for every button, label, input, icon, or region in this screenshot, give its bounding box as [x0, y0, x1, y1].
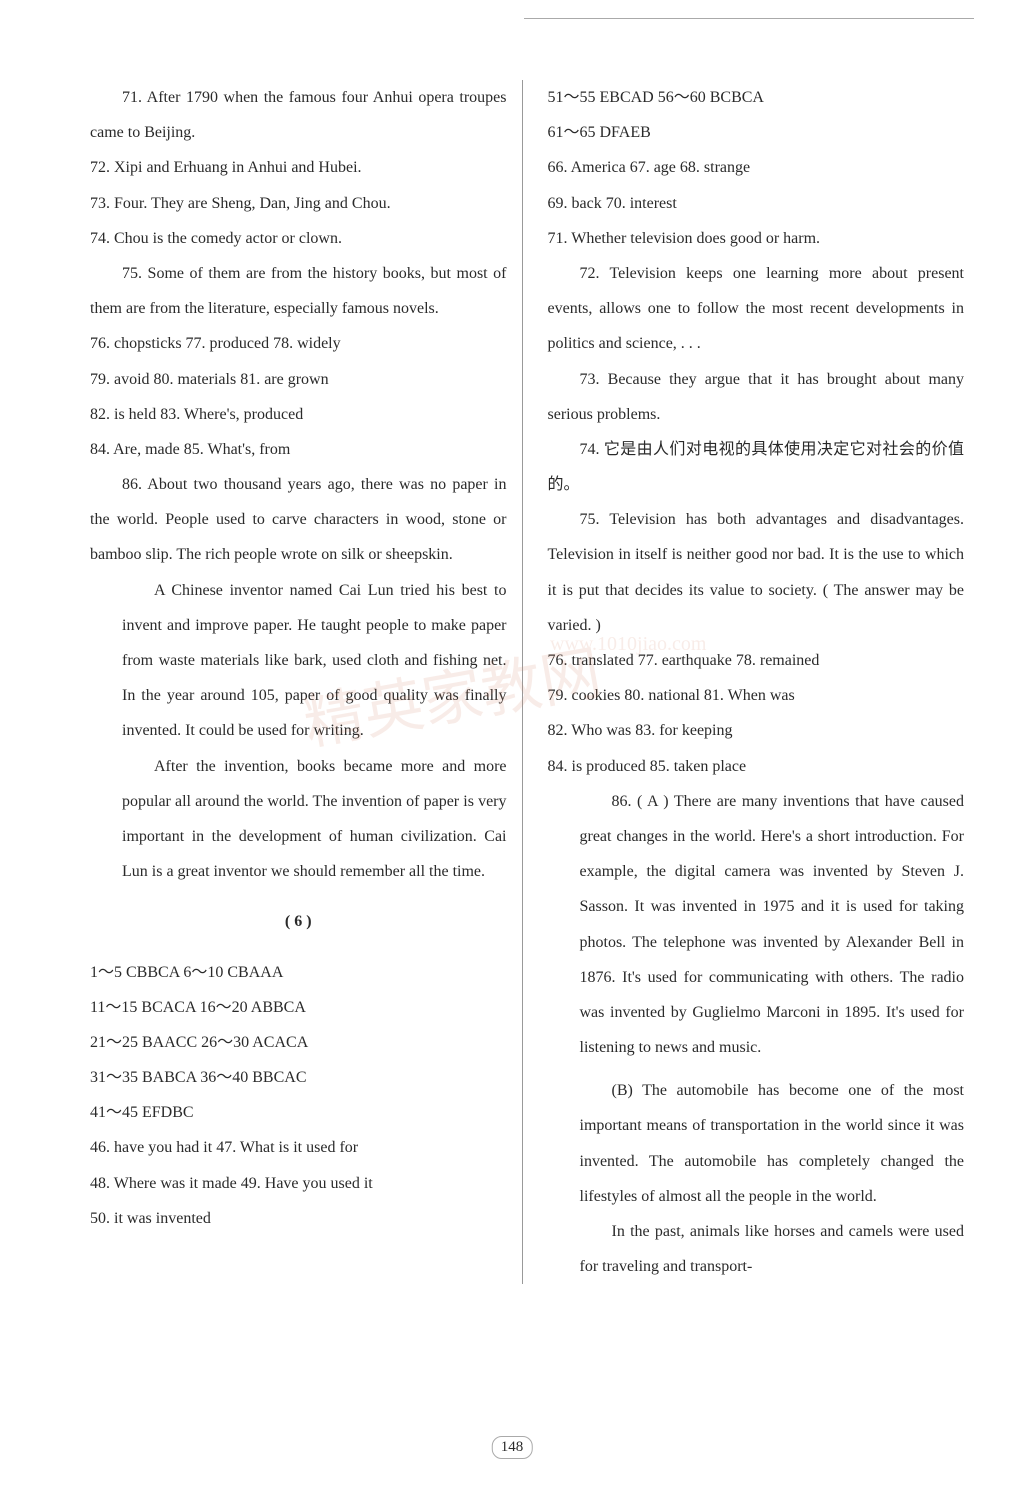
answer-75: 75. Some of them are from the history bo…	[90, 256, 507, 326]
answer-50: 50. it was invented	[90, 1201, 507, 1236]
answer-76-78r: 76. translated 77. earthquake 78. remain…	[548, 643, 965, 678]
answer-71r: 71. Whether television does good or harm…	[548, 221, 965, 256]
answer-73: 73. Four. They are Sheng, Dan, Jing and …	[90, 186, 507, 221]
answer-72: 72. Xipi and Erhuang in Anhui and Hubei.	[90, 150, 507, 185]
answer-71: 71. After 1790 when the famous four Anhu…	[90, 80, 507, 150]
answer-82-83r: 82. Who was 83. for keeping	[548, 713, 965, 748]
answer-82-83: 82. is held 83. Where's, produced	[90, 397, 507, 432]
answer-48-49: 48. Where was it made 49. Have you used …	[90, 1166, 507, 1201]
answer-86-para2: A Chinese inventor named Cai Lun tried h…	[90, 573, 507, 749]
answer-69-70: 69. back 70. interest	[548, 186, 965, 221]
content-columns: 71. After 1790 when the famous four Anhu…	[90, 80, 964, 1284]
answer-72r: 72. Television keeps one learning more a…	[548, 256, 965, 362]
answer-73r: 73. Because they argue that it has broug…	[548, 362, 965, 432]
section-6-header: ( 6 )	[90, 904, 507, 939]
answer-21-30: 21～25 BAACC 26～30 ACACA	[90, 1025, 507, 1060]
answer-79-81: 79. avoid 80. materials 81. are grown	[90, 362, 507, 397]
answer-51-60: 51～55 EBCAD 56～60 BCBCA	[548, 80, 965, 115]
answer-46-47: 46. have you had it 47. What is it used …	[90, 1130, 507, 1165]
answer-66-68: 66. America 67. age 68. strange	[548, 150, 965, 185]
answer-86-para3: After the invention, books became more a…	[90, 749, 507, 890]
answer-11-20: 11～15 BCACA 16～20 ABBCA	[90, 990, 507, 1025]
answer-84-85: 84. Are, made 85. What's, from	[90, 432, 507, 467]
answer-31-40: 31～35 BABCA 36～40 BBCAC	[90, 1060, 507, 1095]
answer-74: 74. Chou is the comedy actor or clown.	[90, 221, 507, 256]
answer-41-45: 41～45 EFDBC	[90, 1095, 507, 1130]
answer-75r: 75. Television has both advantages and d…	[548, 502, 965, 643]
answer-76-78: 76. chopsticks 77. produced 78. widely	[90, 326, 507, 361]
answer-1-10: 1～5 CBBCA 6～10 CBAAA	[90, 955, 507, 990]
left-column: 71. After 1790 when the famous four Anhu…	[90, 80, 523, 1284]
answer-61-65: 61～65 DFAEB	[548, 115, 965, 150]
answer-86a: 86. ( A ) There are many inventions that…	[548, 784, 965, 1066]
answer-74r: 74. 它是由人们对电视的具体使用决定它对社会的价值的。	[548, 432, 965, 502]
page-number: 148	[492, 1436, 533, 1459]
answer-86-para1: 86. About two thousand years ago, there …	[90, 467, 507, 573]
top-border-line	[524, 18, 974, 19]
answer-79-81r: 79. cookies 80. national 81. When was	[548, 678, 965, 713]
answer-86b-p2: In the past, animals like horses and cam…	[548, 1214, 965, 1284]
answer-84-85r: 84. is produced 85. taken place	[548, 749, 965, 784]
answer-86b-p1: (B) The automobile has become one of the…	[548, 1073, 965, 1214]
right-column: 51～55 EBCAD 56～60 BCBCA 61～65 DFAEB 66. …	[543, 80, 965, 1284]
